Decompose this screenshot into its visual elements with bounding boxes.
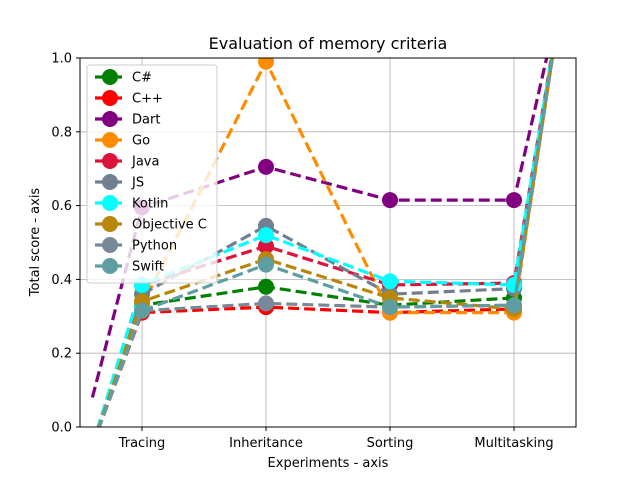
legend-item: Dart xyxy=(95,111,160,128)
legend-label: Go xyxy=(132,134,150,149)
legend-item: C++ xyxy=(95,90,163,107)
legend-item: Python xyxy=(95,237,177,254)
series-line xyxy=(96,58,554,427)
data-point xyxy=(258,278,274,295)
data-point xyxy=(258,256,274,273)
data-point xyxy=(258,238,274,255)
legend-item: Java xyxy=(95,153,159,170)
data-point xyxy=(258,295,274,312)
data-point xyxy=(258,158,274,175)
data-point xyxy=(382,273,398,290)
x-axis-label: Experiments - axis xyxy=(268,456,389,471)
legend-marker xyxy=(102,69,118,85)
legend-item: Kotlin xyxy=(95,195,168,212)
series-line xyxy=(97,58,554,427)
legend-label: C# xyxy=(132,71,152,86)
data-point xyxy=(382,192,398,209)
y-tick-label: 1.0 xyxy=(51,52,72,67)
y-tick-label: 0.0 xyxy=(51,421,72,436)
legend-label: Python xyxy=(132,239,177,254)
legend-item: JS xyxy=(95,174,144,191)
series-swift xyxy=(97,58,554,427)
legend-label: C++ xyxy=(132,92,163,107)
x-tick-label: Tracing xyxy=(118,436,166,451)
legend-marker xyxy=(102,153,118,169)
legend-item: Swift xyxy=(95,258,164,275)
legend-marker xyxy=(102,174,118,190)
legend-marker xyxy=(102,111,118,127)
data-point xyxy=(258,58,274,70)
y-tick-label: 0.6 xyxy=(51,199,72,214)
legend-label: Java xyxy=(131,155,159,170)
legend-marker xyxy=(102,216,118,232)
x-tick-label: Inheritance xyxy=(229,436,303,451)
legend-marker xyxy=(102,90,118,106)
axes: Tracing Inheritance Sorting Multitasking 0.0… xyxy=(51,52,577,451)
legend: C# C++ Dart Go Java JS Kotlin Objective C Python… xyxy=(86,64,218,284)
legend-label: Kotlin xyxy=(132,197,168,212)
legend-item: C# xyxy=(95,69,152,86)
data-point xyxy=(506,192,522,209)
legend-label: Objective C xyxy=(132,218,207,233)
legend-label: Swift xyxy=(132,260,164,275)
x-tick-label: Multitasking xyxy=(474,436,553,451)
data-point xyxy=(258,227,274,244)
legend-marker xyxy=(102,195,118,211)
legend-marker xyxy=(102,132,118,148)
legend-marker xyxy=(102,237,118,253)
y-tick-label: 0.4 xyxy=(51,273,72,288)
legend-item: Go xyxy=(95,132,150,149)
data-point xyxy=(134,302,150,319)
y-axis-label: Total score - axis xyxy=(28,188,43,298)
legend-label: JS xyxy=(131,176,144,191)
legend-item: Objective C xyxy=(95,216,207,233)
x-tick-label: Sorting xyxy=(367,436,414,451)
legend-marker xyxy=(102,258,118,274)
legend-label: Dart xyxy=(132,113,160,128)
data-point xyxy=(382,299,398,316)
series-line xyxy=(96,58,554,427)
plot-frame xyxy=(79,57,577,428)
series-layer xyxy=(90,58,555,427)
y-tick-label: 0.2 xyxy=(51,347,72,362)
chart-title: Evaluation of memory criteria xyxy=(209,34,448,53)
data-point xyxy=(506,297,522,314)
y-tick-label: 0.8 xyxy=(51,125,72,140)
